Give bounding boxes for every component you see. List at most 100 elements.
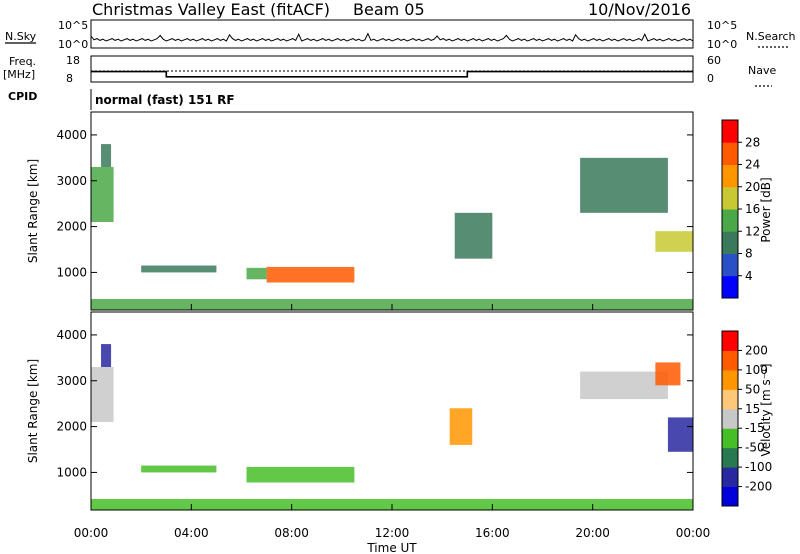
nsearch-tick-bottom: 10^0 [707,38,737,51]
colorbar-tick-label: 200 [745,343,768,357]
freq-unit: [MHz] [3,68,35,81]
colorbar-swatch [722,253,738,277]
x-tick-label: 12:00 [375,526,410,540]
beam-label: Beam 05 [353,0,425,19]
x-tick-label: 08:00 [274,526,309,540]
colorbar-tick-label: 12 [745,224,760,238]
colorbar-tick-label: -50 [745,441,765,455]
freq-tick-bottom: 8 [66,72,73,85]
colorbar-swatch [722,331,738,351]
colorbar-swatch [722,447,738,468]
x-tick-label: 20:00 [575,526,610,540]
power-scatter-patch-0 [266,266,355,283]
y-tick-label: 3000 [56,374,87,388]
nsky-label: N.Sky [5,30,37,43]
freq-label: Freq. [9,55,36,68]
velocity-colorbar-label: Velocity [m s⁻¹] [759,363,773,456]
power-scatter-patch-2 [91,167,114,222]
power-scatter-patch-5 [655,231,693,252]
power-scatter-patch-1 [246,267,267,280]
velocity-scatter-patch-6 [449,408,473,445]
power-scatter-patch-7 [141,265,217,273]
x-tick-label: 04:00 [174,526,209,540]
colorbar-tick-label: 24 [745,158,760,172]
power-colorbar: 28 24 20 16 12 8 4 [721,119,760,299]
colorbar-tick-label: 15 [745,402,760,416]
velocity-scatter-patch-1 [91,367,114,422]
nsky-trace [90,32,694,42]
x-tick-label: 16:00 [475,526,510,540]
colorbar-swatch [722,350,738,371]
y-tick-label: 1000 [56,265,87,279]
velocity-scatter-patch-7 [141,465,217,473]
colorbar-swatch [722,164,738,188]
power-scatter-patch-6 [454,212,493,259]
colorbar-frame [721,330,739,507]
cpid-value: normal (fast) 151 RF [95,93,235,107]
colorbar-swatch [722,369,738,390]
colorbar-swatch [722,142,738,165]
colorbar-tick-label: -100 [745,460,772,474]
colorbar-swatch [722,467,738,488]
y-tick-label: 4000 [56,328,87,342]
power-yticks: 1000 2000 3000 4000 [56,128,693,279]
power-data [91,144,693,310]
plot-title: Christmas Valley East (fitACF) [92,0,330,19]
power-colorbar-label: Power [dB] [759,177,773,242]
colorbar-swatch [722,428,738,449]
colorbar-swatch [722,186,738,210]
nsky-panel [90,19,694,49]
cpid-label: CPID [8,90,37,103]
velocity-scatter-patch-5 [667,417,693,452]
power-scatter-patch-3 [101,144,112,167]
colorbar-tick-label: -200 [745,480,772,494]
colorbar-tick-label: 100 [745,363,768,377]
velocity-panel [90,311,694,511]
velocity-colorbar: 200 100 50 15 -15 -50 -100 -200 [721,330,772,507]
power-scatter-patch-4 [580,157,668,213]
nsky-tick-bottom: 10^0 [58,38,88,51]
colorbar-swatch [722,408,738,429]
colorbar-tick-label: 20 [745,180,760,194]
nave-label: Nave [748,64,776,77]
nave-tick-top: 60 [707,54,721,67]
y-tick-label: 2000 [56,220,87,234]
freq-panel [90,55,694,83]
velocity-scatter-patch-3 [580,371,668,400]
x-tick-label: 00:00 [74,526,109,540]
freq-tick-top: 18 [66,54,80,67]
colorbar-swatch [722,389,738,410]
nave-tick-bottom: 0 [707,72,714,85]
velocity-scatter-patch-2 [101,344,112,367]
x-tick-label: 00:00 [676,526,711,540]
colorbar-tick-label: 16 [745,202,760,216]
colorbar-swatch [722,486,738,507]
nsearch-tick-top: 10^5 [707,19,737,32]
velocity-ylabel: Slant Range [km] [26,359,40,463]
nsearch-label: N.Search [746,30,796,43]
colorbar-tick-label: 50 [745,382,760,396]
colorbar-tick-label: 28 [745,135,760,149]
colorbar-swatch [722,231,738,254]
y-tick-label: 4000 [56,128,87,142]
y-tick-label: 3000 [56,174,87,188]
y-tick-label: 2000 [56,420,87,434]
velocity-scatter-patch-0 [246,466,355,483]
colorbar-swatch [722,275,738,299]
x-ticks: 00:00 04:00 08:00 12:00 16:00 20:00 00:00 [74,304,711,540]
velocity-scatter-patch-4 [655,362,681,386]
colorbar-tick-label: -15 [745,421,765,435]
nsky-tick-top: 10^5 [58,19,88,32]
colorbar-swatch [722,120,738,143]
colorbar-tick-label: 4 [745,269,753,283]
date-label: 10/Nov/2016 [588,0,691,19]
colorbar-swatch [722,209,738,232]
power-ylabel: Slant Range [km] [26,159,40,263]
x-axis-label: Time UT [366,541,417,554]
colorbar-tick-label: 8 [745,247,753,261]
y-tick-label: 1000 [56,465,87,479]
velocity-yticks: 1000 2000 3000 4000 [56,328,693,479]
freq-line [91,70,693,78]
velocity-data [91,344,693,510]
